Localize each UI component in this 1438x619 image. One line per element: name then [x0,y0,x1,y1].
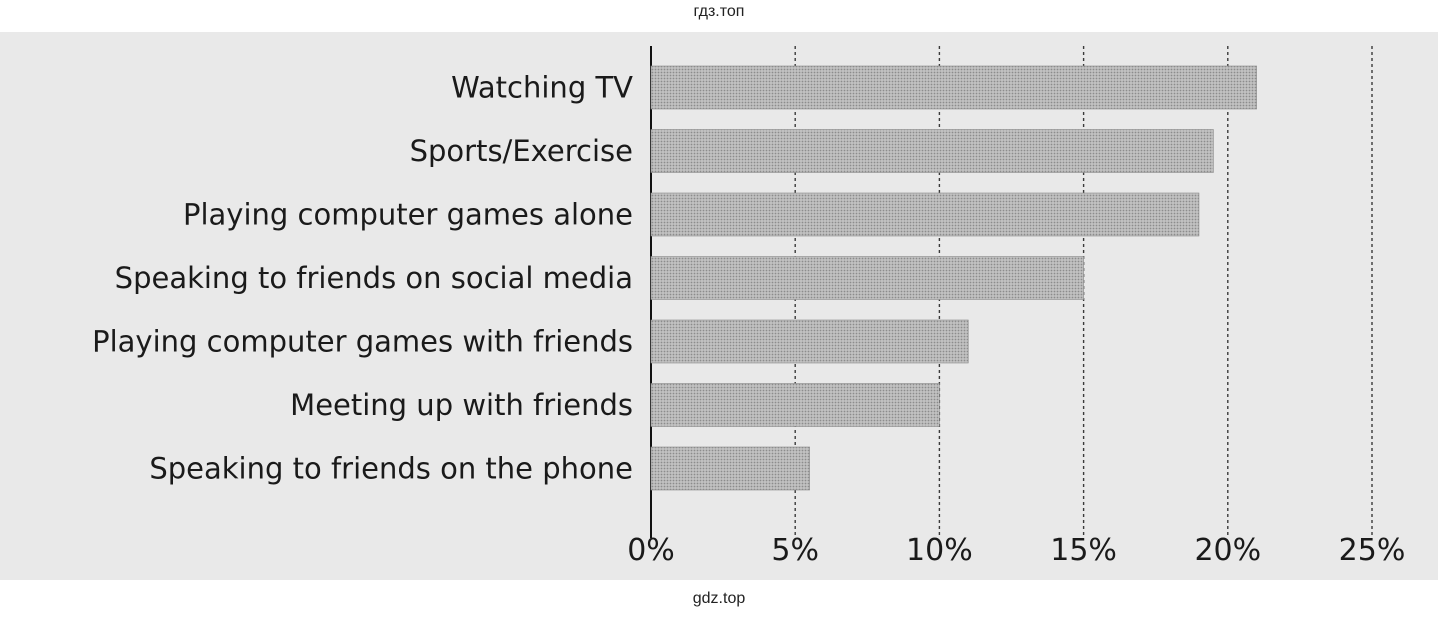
x-tick-label: 15% [1050,533,1117,568]
category-label: Sports/Exercise [410,134,633,168]
bar-2 [650,192,1200,237]
x-tick-label: 0% [627,533,675,568]
bar-3 [650,256,1084,300]
category-label: Watching TV [451,71,633,105]
bar-chart: Watching TV Sports/Exercise Playing comput… [92,46,1406,568]
x-tick-label: 20% [1194,533,1261,568]
bar-4 [650,319,969,364]
bar-1 [650,129,1214,173]
bar-6 [650,446,810,491]
x-tick-label: 25% [1339,533,1406,568]
category-label: Meeting up with friends [290,388,633,422]
bar-0 [650,65,1257,110]
bar-5 [650,383,940,427]
x-tick-label: 5% [771,533,819,568]
watermark-bottom: gdz.top [692,590,746,607]
category-label: Speaking to friends on the phone [149,452,633,486]
watermark-top: гдз.топ [693,3,745,20]
category-label: Playing computer games alone [183,198,633,232]
x-tick-label: 10% [906,533,973,568]
category-label: Speaking to friends on social media [115,261,633,295]
category-label: Playing computer games with friends [92,325,633,359]
